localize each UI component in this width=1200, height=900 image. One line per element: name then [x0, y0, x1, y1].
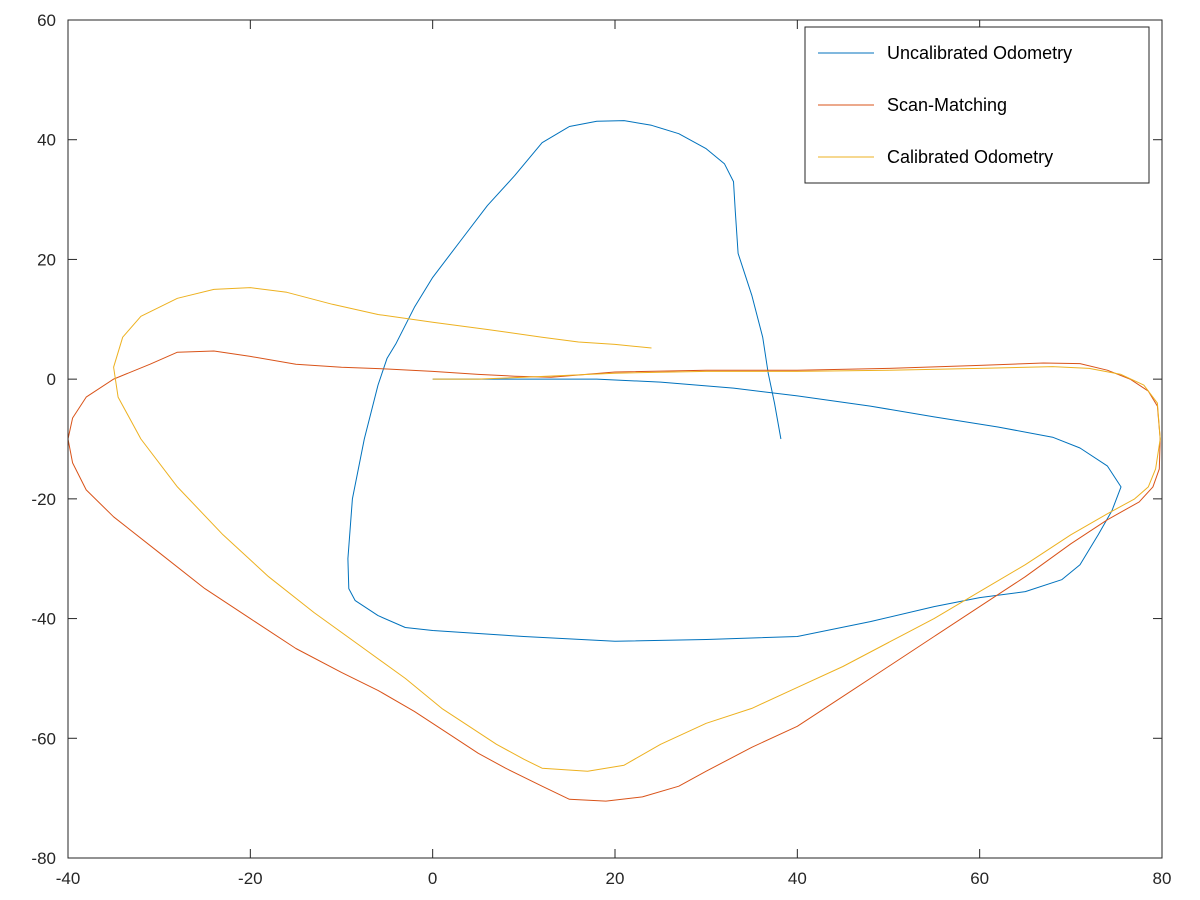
series-line-0 [347, 120, 1122, 642]
x-tick-label: 0 [428, 869, 437, 888]
y-tick-label: -40 [31, 610, 56, 629]
y-tick-label: -80 [31, 849, 56, 868]
y-tick-label: -20 [31, 490, 56, 509]
y-tick-label: 60 [37, 11, 56, 30]
x-tick-label: 60 [970, 869, 989, 888]
legend: Uncalibrated Odometry Scan-Matching Calibr… [804, 26, 1150, 184]
y-tick-label: 0 [47, 370, 56, 389]
series-layer [67, 120, 1161, 802]
y-tick-label: 20 [37, 250, 56, 269]
y-tick-label: 40 [37, 131, 56, 150]
x-tick-label: 80 [1153, 869, 1172, 888]
legend-label-2: Calibrated Odometry [887, 147, 1053, 167]
series-line-2 [113, 287, 1161, 772]
y-tick-label: -60 [31, 729, 56, 748]
legend-label-1: Scan-Matching [887, 95, 1007, 115]
x-tick-label: -40 [56, 869, 81, 888]
legend-label-0: Uncalibrated Odometry [887, 43, 1072, 63]
series-line-1 [67, 350, 1161, 802]
x-tick-label: 20 [606, 869, 625, 888]
ticks-layer: -40 -20 0 20 40 60 80 60 40 20 0 -20 -40 -60 -80 [31, 11, 1171, 888]
x-tick-label: 40 [788, 869, 807, 888]
x-tick-label: -20 [238, 869, 263, 888]
